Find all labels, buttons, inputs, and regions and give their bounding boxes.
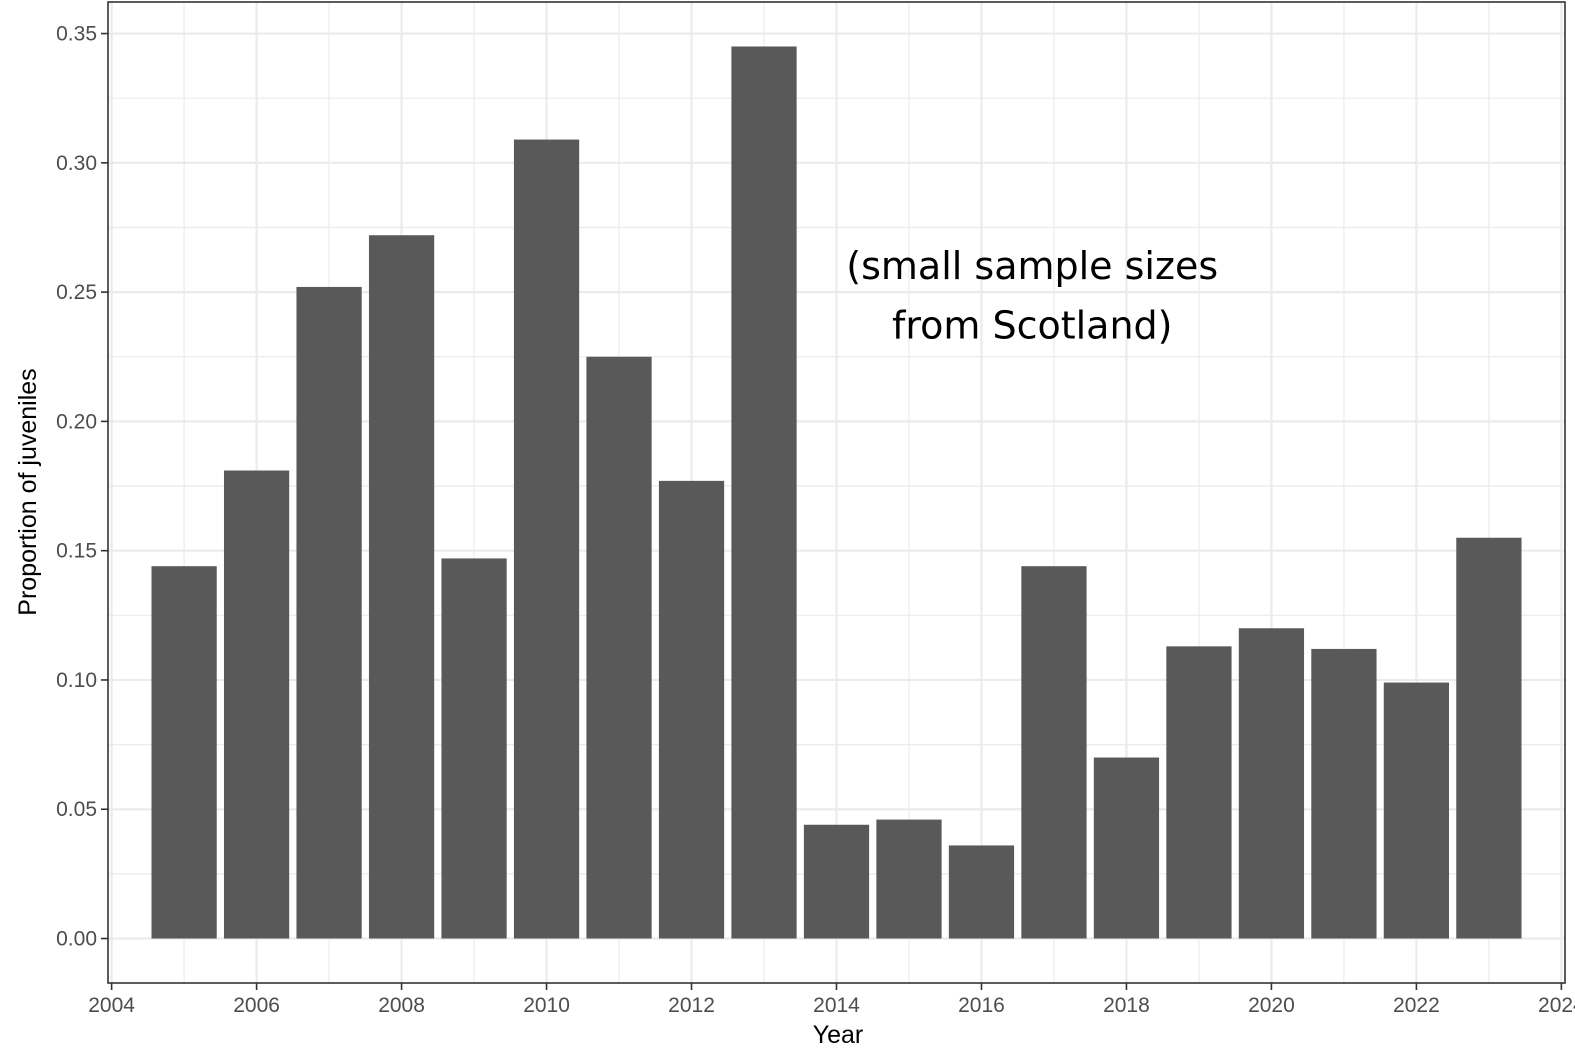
bar-2011 bbox=[586, 356, 652, 939]
y-tick-label: 0.15 bbox=[56, 540, 97, 563]
x-tick-label: 2008 bbox=[378, 994, 425, 1017]
bar-2008 bbox=[368, 235, 435, 939]
bar-2019 bbox=[1166, 646, 1232, 939]
y-tick-label: 0.00 bbox=[56, 928, 97, 951]
x-tick-label: 2020 bbox=[1248, 994, 1295, 1017]
x-tick-label: 2014 bbox=[813, 994, 860, 1017]
x-tick-label: 2006 bbox=[233, 994, 280, 1017]
x-axis-ticks: 2004 2006 2008 2010 2012 2014 2016 2018 2020 2022… bbox=[88, 983, 1575, 1017]
x-tick-label: 2010 bbox=[523, 994, 570, 1017]
y-tick-label: 0.25 bbox=[56, 281, 97, 304]
y-tick-label: 0.30 bbox=[56, 152, 97, 175]
bar-2014 bbox=[803, 824, 870, 939]
x-tick-label: 2018 bbox=[1103, 994, 1150, 1017]
y-tick-label: 0.20 bbox=[56, 410, 97, 433]
x-tick-label: 2022 bbox=[1393, 994, 1440, 1017]
x-tick-label: 2004 bbox=[88, 994, 135, 1017]
bar-2015 bbox=[876, 819, 942, 939]
x-tick-label: 2016 bbox=[958, 994, 1005, 1017]
bar-2013 bbox=[731, 46, 797, 939]
y-axis-ticks: 0.00 0.05 0.10 0.15 0.20 0.25 0.30 0.35 bbox=[56, 23, 108, 951]
y-axis-title: Proportion of juveniles bbox=[14, 368, 42, 615]
y-tick-label: 0.05 bbox=[56, 798, 97, 821]
bar-2022 bbox=[1383, 682, 1450, 939]
bar-2012 bbox=[658, 480, 725, 939]
bar-2006 bbox=[223, 470, 290, 939]
x-tick-label: 2012 bbox=[668, 994, 715, 1017]
bar-2009 bbox=[441, 558, 507, 939]
x-tick-label: 2024 bbox=[1538, 994, 1575, 1017]
y-tick-label: 0.10 bbox=[56, 669, 97, 692]
bar-2023 bbox=[1456, 537, 1522, 939]
annotation-line: from Scotland) bbox=[892, 304, 1173, 348]
bar-2010 bbox=[513, 139, 580, 939]
bar-2020 bbox=[1238, 628, 1305, 939]
annotation-line: (small sample sizes bbox=[846, 244, 1218, 288]
bar-2021 bbox=[1311, 648, 1377, 939]
bar-2018 bbox=[1093, 757, 1160, 939]
bar-2005 bbox=[151, 566, 217, 939]
annotation-text: (small sample sizes from Scotland) bbox=[846, 244, 1218, 347]
y-tick-label: 0.35 bbox=[56, 23, 97, 46]
bars bbox=[151, 46, 1522, 939]
bar-2007 bbox=[296, 286, 362, 939]
bar-2017 bbox=[1021, 566, 1087, 939]
x-axis-title: Year bbox=[813, 1021, 864, 1049]
bar-2016 bbox=[948, 845, 1015, 939]
